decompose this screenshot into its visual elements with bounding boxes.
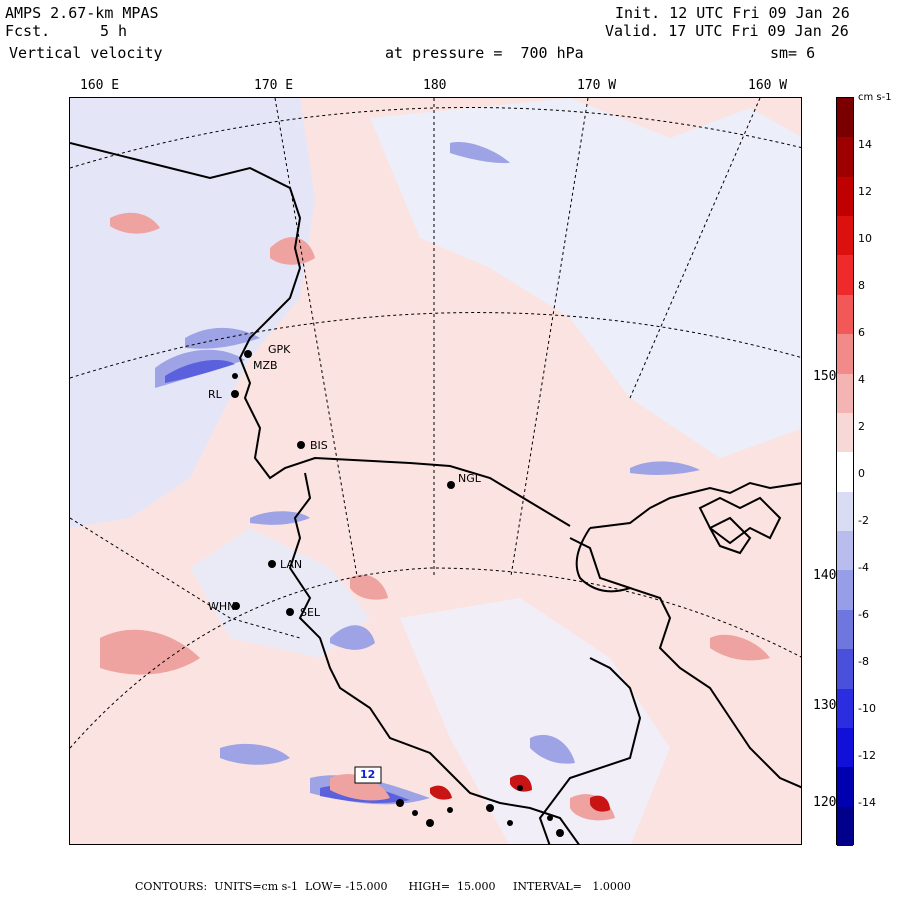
- colorbar-tick-label: 4: [858, 373, 865, 386]
- colorbar-tick-label: 6: [858, 326, 865, 339]
- colorbar-swatch: [837, 137, 853, 178]
- station-lan: LAN: [280, 558, 303, 571]
- colorbar-swatch: [837, 452, 853, 493]
- colorbar-tick-label: 0: [858, 467, 865, 480]
- colorbar-swatch: [837, 806, 853, 847]
- colorbar-swatch: [837, 216, 853, 256]
- station-bis: BIS: [310, 439, 328, 452]
- colorbar-swatch: [837, 255, 853, 296]
- station-ngl: NGL: [458, 472, 481, 485]
- max-label-box: [354, 766, 382, 784]
- lon-label-180: 180: [423, 78, 447, 93]
- forecast-label: Fcst.: [5, 22, 51, 40]
- station-whn: WHN: [208, 600, 236, 613]
- colorbar-tick-label: -12: [858, 749, 876, 762]
- islands: [698, 496, 782, 555]
- colorbar-tick-label: 8: [858, 279, 865, 292]
- colorbar-swatch: [837, 531, 853, 571]
- station-mzb: MZB: [253, 359, 278, 372]
- colorbar-swatch: [837, 294, 853, 335]
- station-rl: RL: [208, 388, 222, 401]
- valid-time: Valid. 17 UTC Fri 09 Jan 26: [605, 22, 849, 40]
- colorbar-swatch: [837, 98, 853, 138]
- colorbar-swatch: [837, 649, 853, 690]
- colorbar-swatch: [837, 334, 853, 375]
- colorbar-tick-label: 2: [858, 420, 865, 433]
- map-panel: GPK MZB RL BIS NGL LAN WHN SEL 12: [69, 97, 802, 845]
- colorbar-tick-label: -2: [858, 514, 869, 527]
- colorbar-swatch: [837, 176, 853, 217]
- colorbar-unit: cm s-1: [858, 92, 892, 103]
- contour-info: CONTOURS: UNITS=cm s-1 LOW= -15.000 HIGH…: [135, 880, 631, 893]
- negative-region: [400, 598, 670, 844]
- vertical-velocity-map: [70, 98, 801, 844]
- colorbar-swatch: [837, 412, 853, 453]
- smoothing: sm= 6: [770, 44, 816, 62]
- colorbar-swatch: [837, 688, 853, 729]
- graticule: [70, 98, 801, 749]
- max-value-label: 12: [360, 768, 376, 781]
- coastline: [70, 142, 801, 844]
- station-sel: SEL: [300, 606, 321, 619]
- convective-cells: [396, 785, 564, 837]
- colorbar-swatch: [837, 373, 853, 414]
- colorbar-tick-label: -4: [858, 561, 869, 574]
- init-time: Init. 12 UTC Fri 09 Jan 26: [615, 4, 850, 22]
- colorbar-tick-label: -10: [858, 702, 876, 715]
- station-gpk: GPK: [268, 343, 291, 356]
- colorbar-tick-label: -8: [858, 655, 869, 668]
- colorbar-tick-label: -14: [858, 796, 876, 809]
- station-markers: [231, 350, 455, 616]
- strong-positive-streaks: [430, 774, 610, 812]
- colorbar-swatch: [837, 570, 853, 611]
- lon-label-160e: 160 E: [80, 78, 120, 93]
- colorbar-swatch: [837, 767, 853, 808]
- forecast-hour: 5 h: [100, 22, 128, 40]
- field-name: Vertical velocity: [9, 44, 163, 62]
- colorbar-tick-label: 14: [858, 138, 872, 151]
- lon-label-170e: 170 E: [254, 78, 294, 93]
- colorbar-tick-label: 10: [858, 232, 872, 245]
- colorbar-swatch: [837, 609, 853, 650]
- colorbar-tick-label: -6: [858, 608, 869, 621]
- pressure-level: at pressure = 700 hPa: [385, 44, 584, 62]
- negative-region: [190, 528, 370, 658]
- negative-region: [70, 98, 315, 528]
- positive-streaks: [100, 212, 770, 821]
- lon-label-160w: 160 W: [748, 78, 788, 93]
- model-title: AMPS 2.67-km MPAS: [5, 4, 159, 22]
- colorbar: [836, 97, 854, 847]
- colorbar-swatch: [837, 491, 853, 532]
- lon-label-170w: 170 W: [577, 78, 617, 93]
- colorbar-tick-label: 12: [858, 185, 872, 198]
- negative-region: [370, 98, 801, 458]
- colorbar-swatch: [837, 727, 853, 768]
